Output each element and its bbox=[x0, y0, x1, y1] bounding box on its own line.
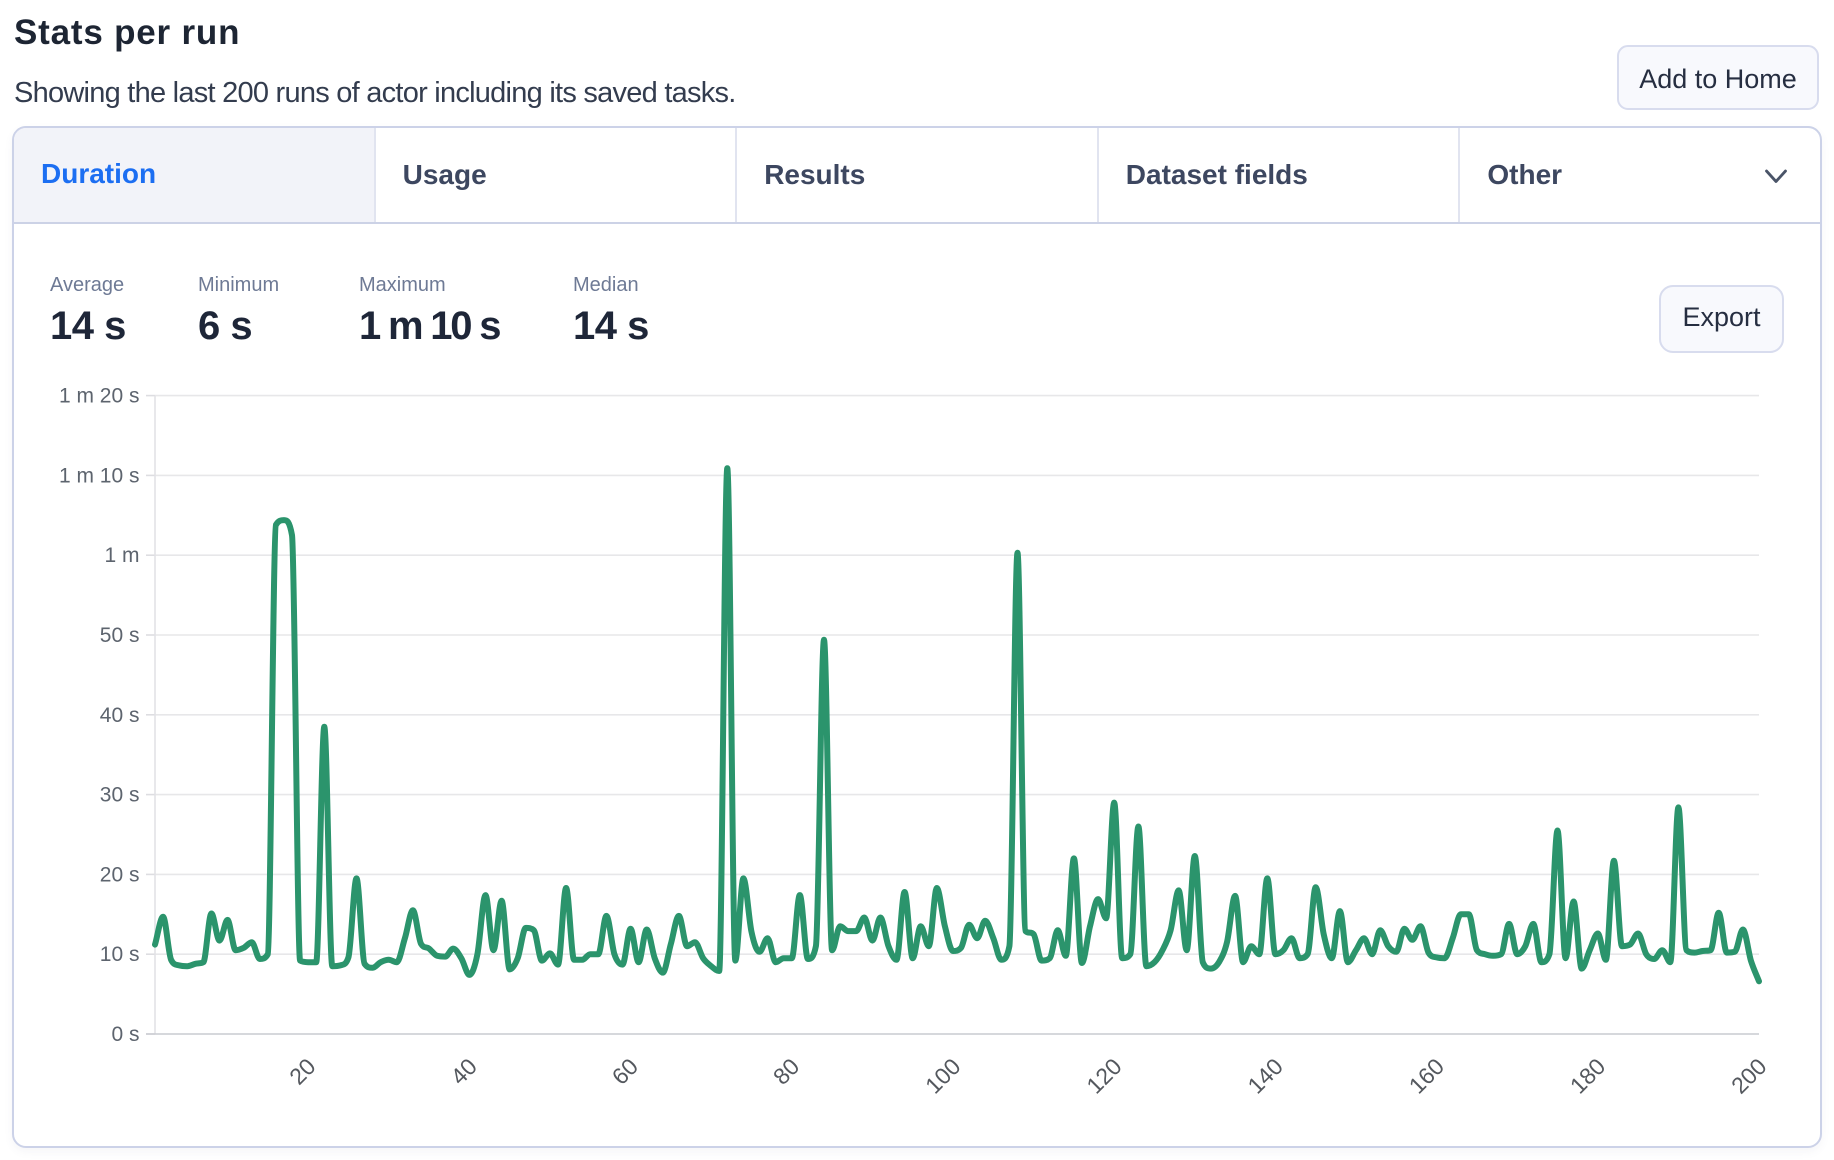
svg-text:10 s: 10 s bbox=[100, 943, 140, 966]
svg-text:40: 40 bbox=[445, 1053, 481, 1089]
svg-text:1 m: 1 m bbox=[104, 544, 139, 567]
svg-text:80: 80 bbox=[768, 1053, 804, 1089]
svg-text:20: 20 bbox=[284, 1053, 320, 1089]
svg-text:20 s: 20 s bbox=[100, 863, 140, 886]
svg-text:60: 60 bbox=[607, 1053, 643, 1089]
svg-text:30 s: 30 s bbox=[100, 784, 140, 807]
svg-text:140: 140 bbox=[1242, 1053, 1288, 1099]
svg-text:180: 180 bbox=[1565, 1053, 1611, 1099]
svg-text:1 m 20 s: 1 m 20 s bbox=[59, 385, 140, 408]
svg-text:100: 100 bbox=[920, 1053, 966, 1099]
svg-text:160: 160 bbox=[1404, 1053, 1450, 1099]
svg-text:200: 200 bbox=[1726, 1053, 1772, 1099]
svg-text:1 m 10 s: 1 m 10 s bbox=[59, 464, 140, 487]
svg-text:0 s: 0 s bbox=[111, 1023, 139, 1046]
svg-text:40 s: 40 s bbox=[100, 704, 140, 727]
svg-text:120: 120 bbox=[1081, 1053, 1127, 1099]
svg-text:50 s: 50 s bbox=[100, 624, 140, 647]
